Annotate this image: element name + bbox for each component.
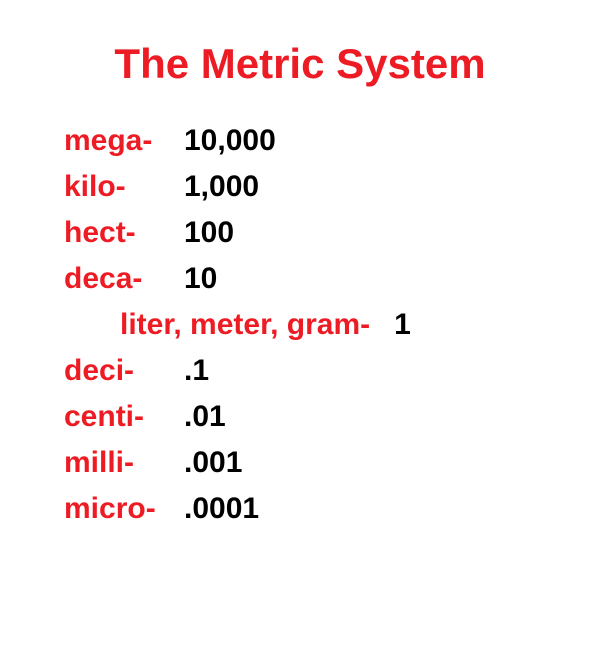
prefix-row: micro- .0001 [64,492,540,526]
prefix-label: hect- [64,216,184,250]
prefix-label: centi- [64,400,184,434]
page-title: The Metric System [60,40,540,88]
prefix-label: deca- [64,262,184,296]
prefix-value: 100 [184,216,234,250]
prefix-value: 1,000 [184,170,259,204]
prefix-value: .001 [184,446,242,480]
base-units-value: 1 [394,308,411,342]
prefix-value: .0001 [184,492,259,526]
prefix-row: centi- .01 [64,400,540,434]
prefix-value: .01 [184,400,226,434]
prefix-row: hect- 100 [64,216,540,250]
prefix-value: 10,000 [184,124,276,158]
prefix-row: milli- .001 [64,446,540,480]
base-units-row: liter, meter, gram- 1 [120,308,540,342]
prefix-row: deca- 10 [64,262,540,296]
base-units-label: liter, meter, gram- [120,308,370,342]
prefix-value: 10 [184,262,217,296]
prefix-row: mega- 10,000 [64,124,540,158]
prefix-label: milli- [64,446,184,480]
prefix-label: mega- [64,124,184,158]
prefix-table: mega- 10,000 kilo- 1,000 hect- 100 deca-… [60,124,540,526]
prefix-row: deci- .1 [64,354,540,388]
prefix-value: .1 [184,354,209,388]
prefix-label: micro- [64,492,184,526]
prefix-label: kilo- [64,170,184,204]
prefix-row: kilo- 1,000 [64,170,540,204]
prefix-label: deci- [64,354,184,388]
